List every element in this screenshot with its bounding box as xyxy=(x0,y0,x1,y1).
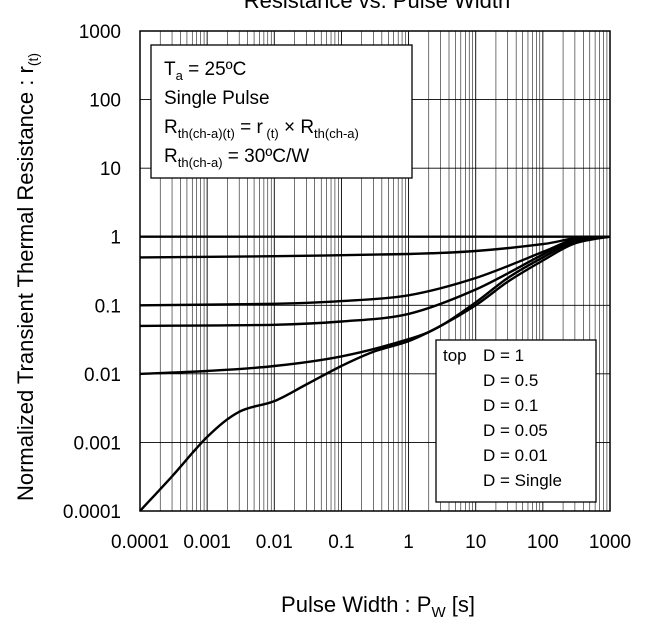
x-tick-label: 0.1 xyxy=(328,532,354,553)
single-pulse-label: Single Pulse xyxy=(164,88,270,109)
plot-frame xyxy=(139,30,611,512)
series-line-5 xyxy=(139,235,611,512)
rth-label: Rth(ch-a) = 30ºC/W xyxy=(164,146,309,170)
legend-entry-d01: D = 0.1 xyxy=(483,396,538,415)
y-tick-label: 100 xyxy=(89,91,121,112)
legend-box: top D = 1 D = 0.5 D = 0.1 D = 0.05 D = 0… xyxy=(435,339,597,503)
series-lines xyxy=(139,235,611,512)
series-line-2 xyxy=(139,235,611,307)
y-axis-title: Normalized Transient Thermal Resistance … xyxy=(13,53,41,501)
ambient-temp-label: Ta = 25ºC xyxy=(164,59,246,83)
series-line-1 xyxy=(139,235,611,259)
y-tick-label: 10 xyxy=(100,159,121,180)
legend-entry-d05: D = 0.5 xyxy=(483,371,538,390)
y-tick-label: 1 xyxy=(110,228,121,249)
x-tick-label: 1 xyxy=(403,532,414,553)
legend-entry-d001: D = 0.01 xyxy=(483,446,548,465)
y-tick-label: 0.0001 xyxy=(63,502,121,523)
conditions-box: Ta = 25ºC Single Pulse Rth(ch-a)(t) = r … xyxy=(150,44,413,179)
legend-entry-d005: D = 0.05 xyxy=(483,421,548,440)
legend-entry-d1: D = 1 xyxy=(483,346,524,365)
legend-top-label: top xyxy=(443,346,467,365)
x-axis-title: Pulse Width : PW [s] xyxy=(281,592,475,621)
x-tick-label: 0.01 xyxy=(256,532,293,553)
x-tick-label: 10 xyxy=(465,532,486,553)
legend-entry-single: D = Single xyxy=(483,471,562,490)
series-line-3 xyxy=(139,235,611,328)
y-tick-label: 0.01 xyxy=(84,365,121,386)
y-tick-label: 0.001 xyxy=(73,433,121,454)
formula-label: Rth(ch-a)(t) = r (t) × Rth(ch-a) xyxy=(164,117,359,141)
tick-labels: 0.0001 0.001 0.01 0.1 1 10 100 1000 0.0001 0.001 0… xyxy=(63,22,631,553)
x-tick-label: 100 xyxy=(527,532,559,553)
y-tick-label: 0.1 xyxy=(95,296,121,317)
chart-title: Resistance vs. Pulse Width xyxy=(244,0,511,13)
x-tick-label: 0.0001 xyxy=(111,532,169,553)
y-tick-label: 1000 xyxy=(79,22,121,43)
x-tick-label: 1000 xyxy=(589,532,631,553)
x-tick-label: 0.001 xyxy=(183,532,231,553)
